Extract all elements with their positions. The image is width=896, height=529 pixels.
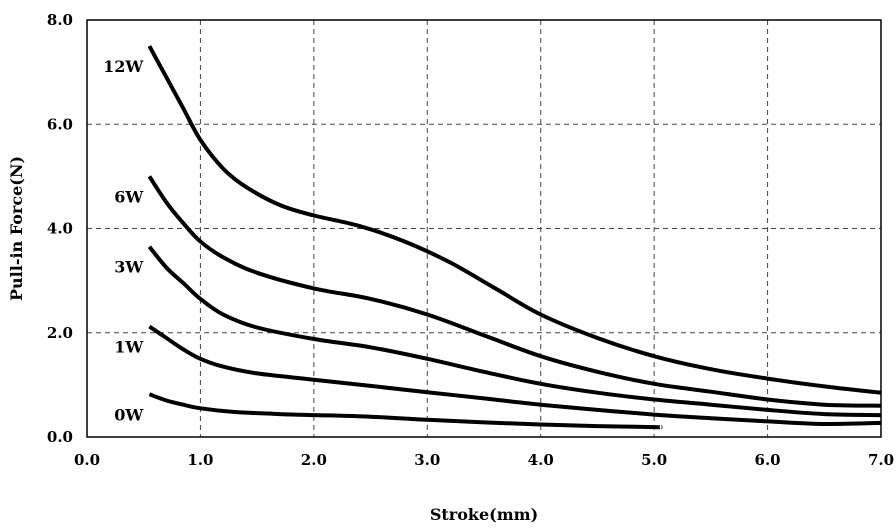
grid-lines <box>87 20 881 437</box>
y-tick-label: 4.0 <box>47 220 73 238</box>
series-line-1w <box>148 324 882 427</box>
series-label-12w: 12W <box>103 57 144 76</box>
y-tick-label: 2.0 <box>47 324 73 342</box>
series-labels: 12W 6W 3W 1W 0W <box>103 57 144 424</box>
series-line-12w <box>147 45 882 395</box>
y-tick-label: 6.0 <box>47 115 73 133</box>
y-axis-title: Pull-in Force(N) <box>7 156 26 301</box>
x-tick-label: 7.0 <box>868 451 894 469</box>
x-axis-title: Stroke(mm) <box>430 505 538 524</box>
series-line-3w <box>147 245 882 418</box>
x-tick-label: 2.0 <box>301 451 327 469</box>
series-label-6w: 6W <box>114 187 144 206</box>
series-line-0w <box>148 392 663 430</box>
plot-area <box>86 19 882 438</box>
x-tick-label: 5.0 <box>641 451 667 469</box>
x-tick-label: 1.0 <box>187 451 213 469</box>
series-line-6w <box>147 175 882 408</box>
x-tick-label: 4.0 <box>528 451 554 469</box>
x-tick-labels: 0.0 1.0 2.0 3.0 4.0 5.0 6.0 7.0 <box>74 451 894 469</box>
series-label-1w: 1W <box>114 337 144 356</box>
series-lines <box>147 45 882 430</box>
y-tick-labels: 0.0 2.0 4.0 6.0 8.0 <box>47 11 73 446</box>
x-tick-label: 6.0 <box>755 451 781 469</box>
x-tick-label: 0.0 <box>74 451 100 469</box>
x-tick-label: 3.0 <box>414 451 440 469</box>
series-label-3w: 3W <box>114 258 144 277</box>
y-tick-label: 0.0 <box>47 428 73 446</box>
y-tick-label: 8.0 <box>47 11 73 29</box>
series-label-0w: 0W <box>114 405 144 424</box>
